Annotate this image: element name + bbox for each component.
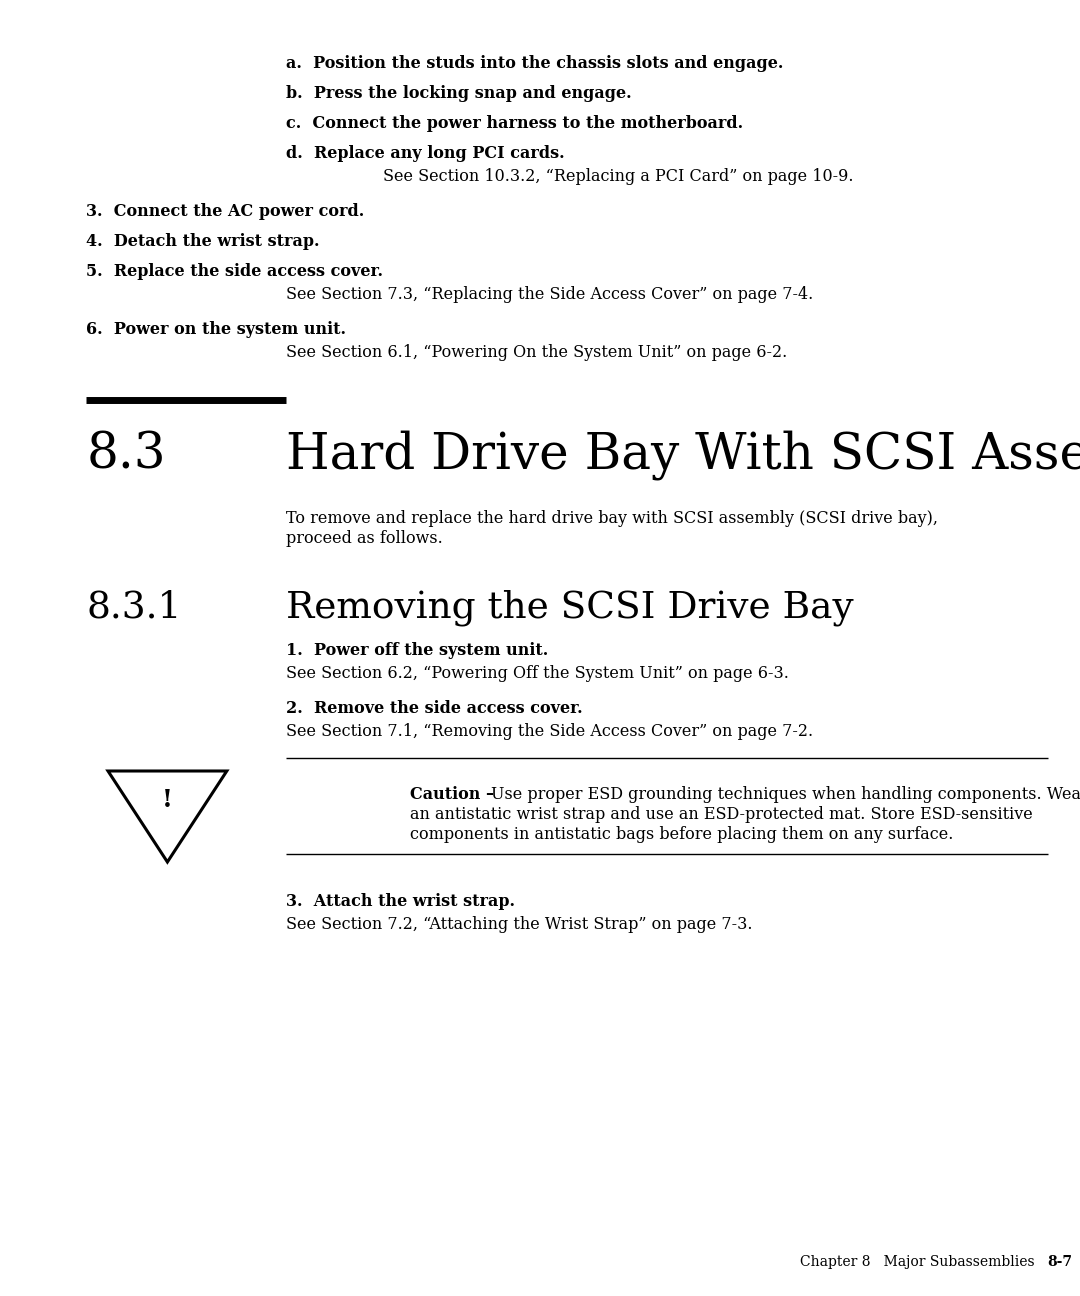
Text: 6.  Power on the system unit.: 6. Power on the system unit. — [86, 321, 347, 338]
Text: 4.  Detach the wrist strap.: 4. Detach the wrist strap. — [86, 233, 320, 250]
Text: 8.3.1: 8.3.1 — [86, 590, 181, 626]
Text: See Section 10.3.2, “Replacing a PCI Card” on page 10-9.: See Section 10.3.2, “Replacing a PCI Car… — [383, 168, 854, 185]
Text: proceed as follows.: proceed as follows. — [286, 530, 443, 547]
Text: Removing the SCSI Drive Bay: Removing the SCSI Drive Bay — [286, 590, 854, 626]
Text: 3.  Attach the wrist strap.: 3. Attach the wrist strap. — [286, 893, 515, 910]
Text: To remove and replace the hard drive bay with SCSI assembly (SCSI drive bay),: To remove and replace the hard drive bay… — [286, 511, 939, 527]
Text: See Section 6.1, “Powering On the System Unit” on page 6-2.: See Section 6.1, “Powering On the System… — [286, 343, 787, 362]
Text: an antistatic wrist strap and use an ESD-protected mat. Store ESD-sensitive: an antistatic wrist strap and use an ESD… — [410, 806, 1034, 823]
Text: c.  Connect the power harness to the motherboard.: c. Connect the power harness to the moth… — [286, 115, 743, 132]
Text: Chapter 8   Major Subassemblies: Chapter 8 Major Subassemblies — [800, 1255, 1048, 1269]
Text: !: ! — [162, 788, 173, 811]
Text: 8.3: 8.3 — [86, 430, 166, 480]
Text: See Section 7.1, “Removing the Side Access Cover” on page 7-2.: See Section 7.1, “Removing the Side Acce… — [286, 723, 813, 740]
Text: 1.  Power off the system unit.: 1. Power off the system unit. — [286, 642, 549, 658]
Text: See Section 7.2, “Attaching the Wrist Strap” on page 7-3.: See Section 7.2, “Attaching the Wrist St… — [286, 916, 753, 933]
Text: Caution –: Caution – — [410, 785, 500, 804]
Text: b.  Press the locking snap and engage.: b. Press the locking snap and engage. — [286, 86, 632, 102]
Text: 8-7: 8-7 — [1048, 1255, 1072, 1269]
Text: a.  Position the studs into the chassis slots and engage.: a. Position the studs into the chassis s… — [286, 54, 784, 73]
Text: 5.  Replace the side access cover.: 5. Replace the side access cover. — [86, 263, 383, 280]
Text: 2.  Remove the side access cover.: 2. Remove the side access cover. — [286, 700, 583, 717]
Text: See Section 7.3, “Replacing the Side Access Cover” on page 7-4.: See Section 7.3, “Replacing the Side Acc… — [286, 286, 813, 303]
Text: See Section 6.2, “Powering Off the System Unit” on page 6-3.: See Section 6.2, “Powering Off the Syste… — [286, 665, 789, 682]
Text: Hard Drive Bay With SCSI Assembly: Hard Drive Bay With SCSI Assembly — [286, 430, 1080, 480]
Text: components in antistatic bags before placing them on any surface.: components in antistatic bags before pla… — [410, 826, 954, 842]
Text: 3.  Connect the AC power cord.: 3. Connect the AC power cord. — [86, 203, 365, 220]
Text: Use proper ESD grounding techniques when handling components. Wear: Use proper ESD grounding techniques when… — [491, 785, 1080, 804]
Text: d.  Replace any long PCI cards.: d. Replace any long PCI cards. — [286, 145, 565, 162]
